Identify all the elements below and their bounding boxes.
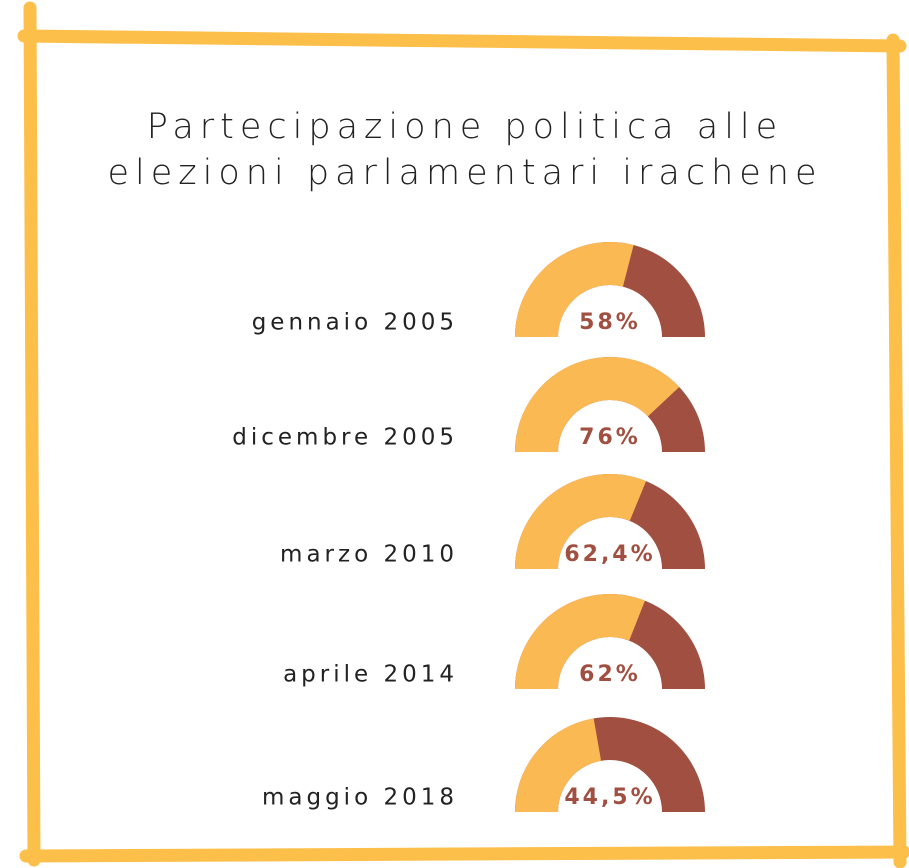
frame bbox=[17, 1, 909, 868]
value-label: 44,5% bbox=[564, 785, 655, 810]
chart-title: Partecipazione politica alle elezioni pa… bbox=[107, 107, 823, 193]
value-label: 76% bbox=[579, 425, 641, 450]
gauge-bar bbox=[515, 356, 680, 452]
value-label: 58% bbox=[579, 310, 641, 335]
category-label: marzo 2010 bbox=[280, 542, 458, 568]
gauge-bar bbox=[515, 718, 602, 812]
category-label: dicembre 2005 bbox=[232, 425, 458, 451]
gauge-bar bbox=[515, 474, 647, 569]
value-label: 62% bbox=[579, 662, 641, 687]
category-label: aprile 2014 bbox=[283, 662, 458, 688]
category-label: gennaio 2005 bbox=[252, 310, 458, 336]
gauge-bar bbox=[515, 593, 645, 689]
category-label: maggio 2018 bbox=[262, 785, 458, 811]
value-label: 62,4% bbox=[564, 542, 655, 567]
gauge-bar bbox=[515, 241, 634, 337]
